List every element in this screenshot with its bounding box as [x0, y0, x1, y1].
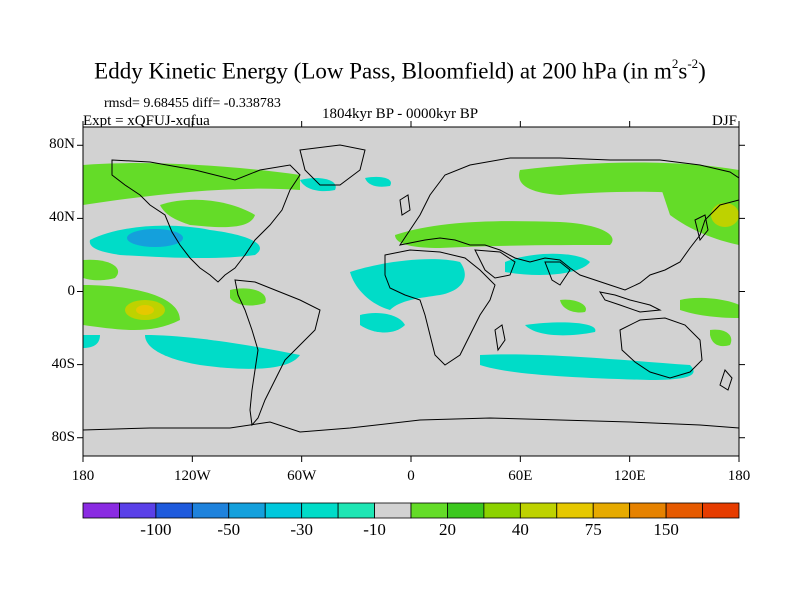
colorbar-swatch	[374, 502, 412, 519]
coastline-greenland	[299, 144, 366, 186]
positive-peak-pacific-core	[136, 305, 154, 315]
coastline-india	[544, 261, 571, 286]
colorbar-label: 40	[511, 520, 529, 539]
colorbar-swatch	[82, 502, 120, 519]
stats-text: rmsd= 9.68455 diff= -0.338783	[104, 96, 281, 111]
positive-region-west-pacific-tropics-2	[710, 329, 732, 347]
colorbar-label: 150	[653, 520, 679, 539]
lon-label: 180	[727, 468, 751, 484]
colorbar-swatch	[264, 502, 303, 519]
page-title: Eddy Kinetic Energy (Low Pass, Bloomfiel…	[94, 56, 706, 84]
negative-region-indian-south	[525, 322, 596, 336]
positive-region-atlantic-tropical	[230, 288, 266, 306]
colorbar-swatch	[119, 502, 157, 519]
colorbar-label: -50	[217, 520, 241, 539]
positive-region-east-asia	[560, 299, 586, 313]
lon-label: 0	[407, 468, 415, 484]
period-label: 1804kyr BP - 0000kyr BP	[321, 106, 479, 122]
colorbar-swatch	[629, 502, 667, 519]
experiment-label: Expt = xQFUJ-xqfua	[83, 113, 210, 129]
lon-label: 120E	[613, 468, 646, 484]
colorbar-swatch	[301, 502, 339, 519]
colorbar-swatch	[702, 502, 740, 519]
season-label: DJF	[712, 113, 738, 129]
coastline-japan	[694, 214, 709, 242]
negative-region-pacific-south-small	[83, 335, 100, 348]
positive-region-west-pacific	[660, 183, 739, 245]
colorbar-label: -10	[363, 520, 386, 539]
lat-label: 0	[67, 282, 76, 299]
coastline-arabia	[474, 249, 516, 279]
anomaly-field	[83, 162, 739, 380]
colorbar-swatch	[519, 502, 558, 519]
coastline-madagascar	[494, 324, 506, 352]
colorbar-swatch	[665, 502, 703, 519]
negative-peak-north-pacific	[127, 229, 183, 247]
colorbar-swatch	[191, 502, 230, 519]
coastline-antarctica	[83, 417, 739, 433]
lon-label: 60E	[508, 468, 533, 484]
coastlines	[83, 144, 739, 433]
coastline-africa	[384, 249, 496, 366]
lat-label: 40N	[49, 209, 75, 226]
coastline-indonesia	[598, 291, 662, 313]
lat-label: 40S	[51, 355, 75, 372]
positive-region-west-pacific-tropics	[680, 297, 739, 318]
positive-region-north-atlantic	[83, 163, 300, 205]
negative-region-atlantic-tropical	[350, 259, 465, 310]
lon-label: 60W	[287, 468, 317, 484]
colorbar-swatch	[155, 502, 193, 519]
colorbar	[82, 502, 740, 519]
negative-region-atlantic-south	[360, 313, 405, 333]
negative-region-indian-north	[505, 253, 590, 275]
coastline-south-america	[234, 279, 321, 427]
colorbar-label: 20	[438, 520, 456, 539]
colorbar-swatch	[410, 502, 448, 519]
colorbar-label: 75	[584, 520, 602, 539]
colorbar-swatch	[556, 502, 594, 519]
positive-region-mid-atlantic-jet	[395, 221, 613, 248]
coastline-australia	[619, 317, 703, 379]
colorbar-swatch	[592, 502, 631, 519]
positive-peak-west-pacific	[711, 203, 739, 227]
lon-label: 180	[71, 468, 95, 484]
coastline-eurasia	[398, 157, 739, 291]
colorbar-swatch	[483, 502, 521, 519]
coastline-new-zealand	[719, 369, 733, 391]
positive-region-north-america	[160, 199, 255, 228]
negative-region-southern-ocean	[480, 354, 694, 380]
coastline-uk	[399, 194, 411, 216]
coastline-north-america	[111, 159, 301, 283]
colorbar-swatch	[337, 502, 375, 519]
negative-region-north-atlantic-small	[300, 178, 336, 192]
colorbar-label: -100	[140, 520, 172, 539]
lat-label: 80N	[49, 136, 75, 153]
negative-region-greenland	[365, 176, 391, 187]
axis-ticks	[77, 121, 745, 462]
negative-region-pacific-south	[145, 335, 300, 369]
colorbar-swatch	[228, 502, 266, 519]
colorbar-label: -30	[290, 520, 313, 539]
lat-label: 80S	[51, 428, 75, 445]
positive-region-east-pacific	[83, 259, 119, 281]
lon-label: 120W	[173, 468, 211, 484]
colorbar-swatch	[447, 502, 485, 519]
